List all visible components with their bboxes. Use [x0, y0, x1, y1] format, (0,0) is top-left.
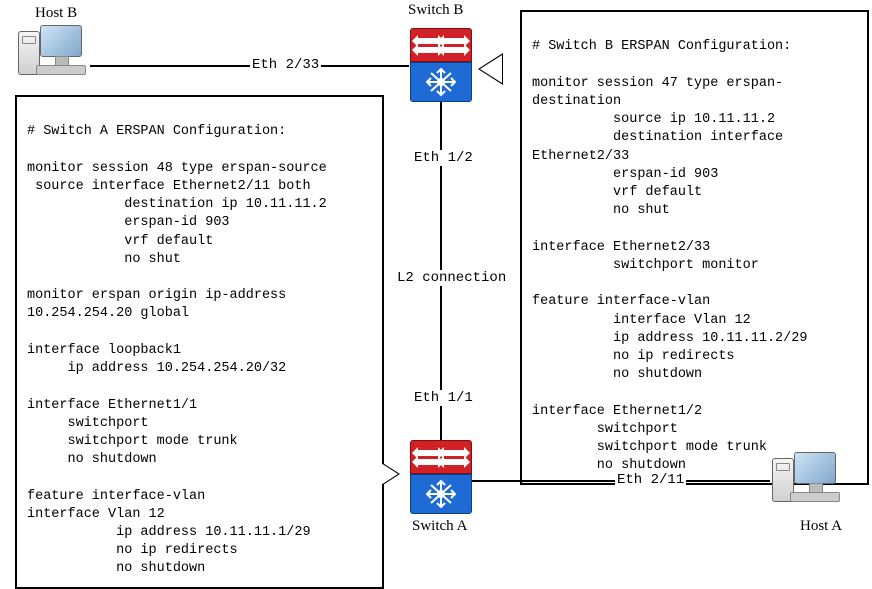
- config-a-body: monitor session 48 type erspan-source so…: [27, 161, 327, 577]
- switch-a-device: [410, 440, 470, 512]
- config-b-body: monitor session 47 type erspan- destinat…: [532, 76, 807, 474]
- switch-b-config-box: # Switch B ERSPAN Configuration: monitor…: [520, 10, 869, 485]
- host-a-label: Host A: [800, 518, 842, 535]
- config-b-title: # Switch B ERSPAN Configuration:: [532, 39, 791, 54]
- triangle-to-switcha: [376, 460, 398, 488]
- host-b-label: Host B: [35, 5, 77, 22]
- switch-b-device: [410, 28, 470, 100]
- eth12-label: Eth 1/2: [412, 150, 475, 166]
- switch-b-label: Switch B: [408, 2, 463, 19]
- eth11-label: Eth 1/1: [412, 390, 475, 406]
- config-a-title: # Switch A ERSPAN Configuration:: [27, 124, 286, 139]
- triangle-to-switchb: [480, 55, 502, 83]
- l2conn-label: L2 connection: [395, 270, 508, 286]
- switch-a-config-box: # Switch A ERSPAN Configuration: monitor…: [15, 95, 384, 589]
- switch-a-label: Switch A: [412, 518, 467, 535]
- eth211-label: Eth 2/11: [615, 472, 686, 488]
- eth233-label: Eth 2/33: [250, 57, 321, 73]
